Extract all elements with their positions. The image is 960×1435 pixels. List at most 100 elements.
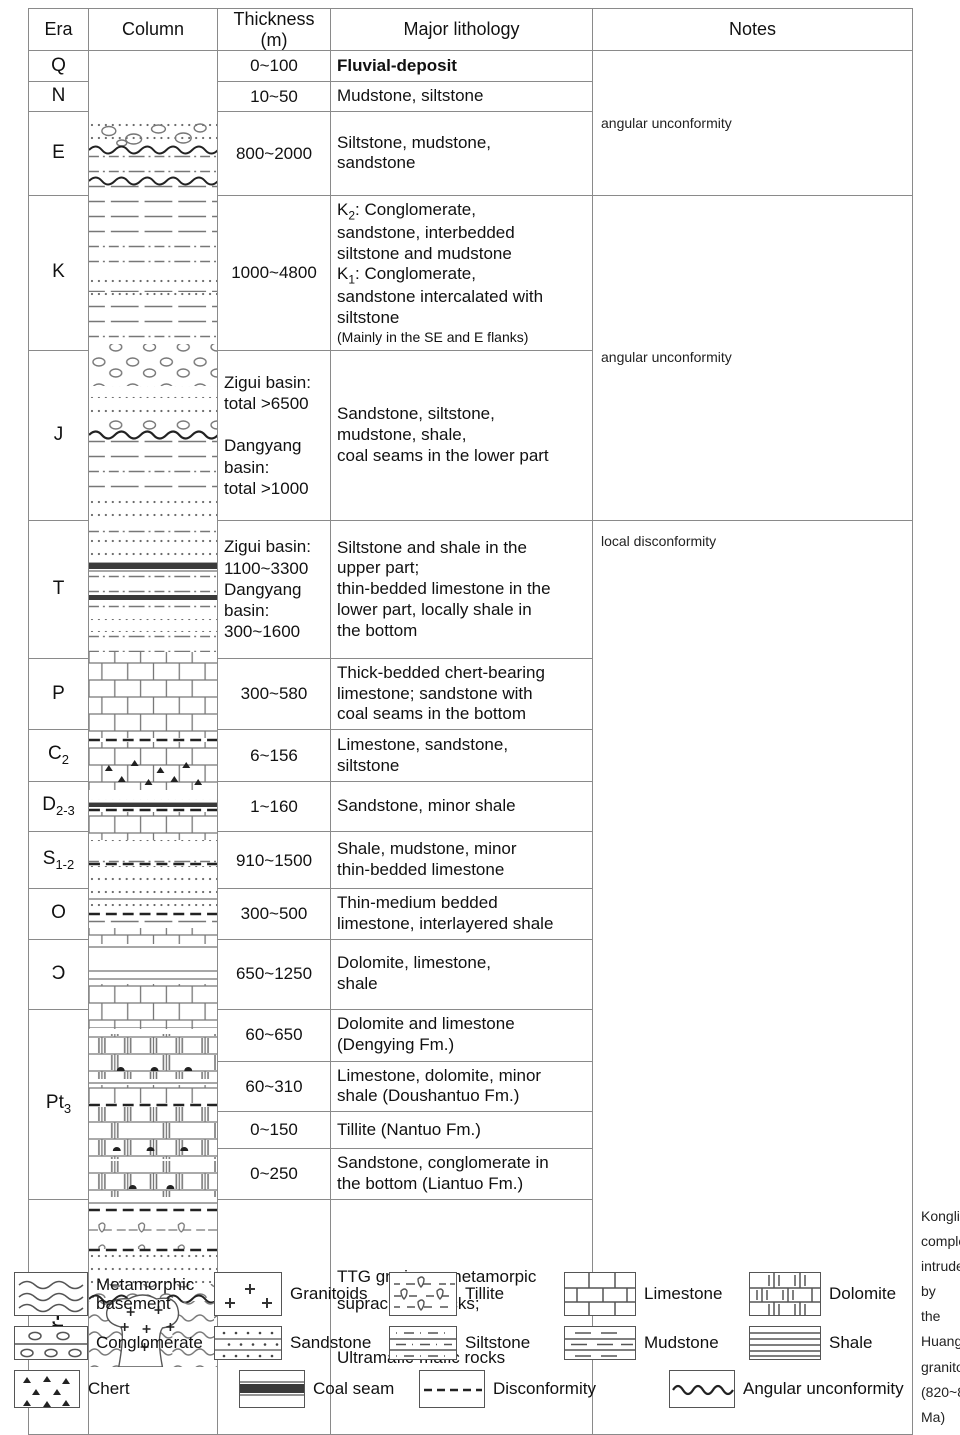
- era-label: O: [51, 902, 66, 924]
- table-row-pt3-liantuo: 0~250 Sandstone, conglomerate in the bot…: [29, 1148, 913, 1200]
- notes-cell-1: angular unconformity: [592, 50, 913, 196]
- legend-item-coal-seam: Coal seam: [239, 1370, 419, 1408]
- thickness-line-3: Dangyang: [224, 579, 302, 599]
- table-row-pt3-dengying: Pt3 60~650 Dolomite and limestone (Dengy…: [28, 1008, 913, 1200]
- thickness-line-5: total >1000: [224, 478, 309, 498]
- lithology-text: Tillite (Nantuo Fm.): [337, 1119, 481, 1139]
- era-cell-n: N: [28, 80, 89, 112]
- shale-swatch: [749, 1326, 821, 1360]
- legend-item-siltstone: Siltstone: [389, 1326, 564, 1360]
- note-text: local disconformity: [601, 532, 717, 549]
- legend-item-dolomite: Dolomite: [749, 1272, 896, 1316]
- thickness-value: 300~580: [240, 684, 308, 704]
- lithology-cell-pt3-doushantuo: Limestone, dolomite, minor shale (Dousha…: [330, 1060, 593, 1113]
- thickness-cell-p: 300~580: [217, 657, 331, 731]
- lithology-cell-j: Sandstone, siltstone, mudstone, shale, c…: [330, 349, 593, 521]
- table-row-ar-pt1: Ar-Pt1 TTG gneisses,metamorpic supracrus…: [28, 1198, 960, 1435]
- era-cell-cambrian: Ɔ: [28, 938, 89, 1010]
- angular-unconformity-swatch: [669, 1370, 735, 1408]
- limestone-swatch: [564, 1272, 636, 1316]
- legend-item-mudstone: Mudstone: [564, 1326, 749, 1360]
- lithology-cell-n: Mudstone, siltstone: [330, 80, 593, 112]
- era-label: T: [52, 577, 65, 599]
- lithology-cell-c2: Limestone, sandstone, siltstone: [330, 729, 593, 783]
- thickness-value: 0~150: [250, 1120, 298, 1140]
- thickness-value: 300~500: [240, 904, 308, 924]
- thickness-line-5: 300~1600: [224, 622, 301, 642]
- era-label: Q: [51, 54, 66, 76]
- lithology-text: Thin-medium bedded limestone, interlayer…: [337, 893, 554, 933]
- era-label: P: [52, 682, 65, 704]
- notes-cell-2: angular unconformity: [592, 194, 913, 521]
- lithology-text: Sandstone, conglomerate in the bottom (L…: [337, 1153, 549, 1193]
- era-label: Ɔ: [51, 962, 66, 984]
- table-row-j: J Zigui basin: total >6500 Dangyang basi…: [28, 349, 913, 521]
- thickness-line-1: Zigui basin:: [224, 537, 311, 557]
- legend: Metamorphic basement Granitoids: [14, 1272, 948, 1418]
- lithology-cell-t: Siltstone and shale in the upper part; t…: [330, 519, 593, 659]
- thickness-cell-e: 800~2000: [217, 110, 331, 196]
- conglomerate-swatch: [14, 1326, 88, 1360]
- lithology-cell-e: Siltstone, mudstone, sandstone: [330, 110, 593, 196]
- thickness-value: 0~250: [250, 1164, 298, 1184]
- dolomite-swatch: [749, 1272, 821, 1316]
- thickness-value: 0~100: [250, 56, 298, 76]
- era-label: D2-3: [42, 794, 75, 818]
- thickness-cell-j: Zigui basin: total >6500 Dangyang basin:…: [217, 349, 331, 521]
- lithology-text: Sandstone, siltstone, mudstone, shale, c…: [337, 404, 549, 465]
- lithology-line-5: sandstone intercalated with: [337, 287, 544, 307]
- table-row-k: K 1000~4800 K2: Conglomerate, sandstone,…: [28, 194, 913, 521]
- legend-item-chert: Chert: [14, 1370, 239, 1408]
- legend-item-shale: Shale: [749, 1326, 872, 1360]
- legend-label: Coal seam: [313, 1379, 395, 1399]
- lithology-cell-k: K2: Conglomerate, sandstone, interbedded…: [330, 194, 593, 351]
- legend-item-limestone: Limestone: [564, 1272, 749, 1316]
- era-cell-o: O: [28, 888, 89, 940]
- legend-label: Chert: [88, 1379, 130, 1399]
- thickness-line-1: Zigui basin:: [224, 372, 311, 392]
- lithology-line-3: siltstone and mudstone: [337, 243, 512, 263]
- lithology-line-4: K1: Conglomerate,: [337, 264, 476, 287]
- lithology-text: Limestone, dolomite, minor shale (Dousha…: [337, 1065, 542, 1106]
- lithology-text: Siltstone, mudstone, sandstone: [337, 132, 492, 173]
- legend-row-1: Metamorphic basement Granitoids: [14, 1272, 948, 1316]
- legend-label: Metamorphic basement: [96, 1274, 195, 1313]
- era-label: K: [52, 261, 65, 283]
- lithology-text: Fluvial-deposit: [337, 55, 457, 75]
- siltstone-swatch: [389, 1326, 457, 1360]
- thickness-line-2: 1100~3300: [224, 558, 309, 578]
- legend-label: Shale: [829, 1333, 873, 1353]
- lithology-text: Mudstone, siltstone: [337, 85, 484, 105]
- thickness-value: 800~2000: [235, 143, 313, 163]
- table-row-c2: C2 6~156 Limestone, sandstone, siltstone: [28, 729, 913, 783]
- legend-item-disconformity: Disconformity: [419, 1370, 669, 1408]
- lithology-text: Sandstone, minor shale: [337, 796, 516, 816]
- thickness-value: 1000~4800: [231, 263, 317, 283]
- thickness-cell-s12: 910~1500: [217, 831, 331, 890]
- lithology-cell-o: Thin-medium bedded limestone, interlayer…: [330, 888, 593, 940]
- disconformity-swatch: [419, 1370, 485, 1408]
- header-lithology: Major lithology: [330, 7, 593, 52]
- stratigraphic-column-table: Era Column Thickness (m) Major lithology…: [28, 7, 960, 1435]
- table-body: Q: [28, 50, 960, 1435]
- thickness-value: 1~160: [250, 797, 298, 816]
- legend-label: Tillite: [465, 1284, 505, 1304]
- era-label: N: [51, 84, 66, 106]
- legend-label: Sandstone: [290, 1333, 372, 1353]
- header-thickness-line1: Thickness: [233, 9, 315, 29]
- thickness-line-4: basin:: [224, 601, 270, 621]
- table-row-e: E 800~2000 Siltstone, mudstone, sandston…: [28, 110, 913, 196]
- thickness-lines: Zigui basin: total >6500 Dangyang basin:…: [218, 368, 330, 504]
- legend-item-tillite: Tillite: [389, 1272, 564, 1316]
- thickness-lines: Zigui basin: 1100~3300 Dangyang basin: 3…: [218, 532, 330, 646]
- thickness-cell-d23: 1~160: [217, 781, 331, 833]
- era-label: E: [52, 141, 65, 163]
- lithology-cell-p: Thick-bedded chert-bearing limestone; sa…: [330, 657, 593, 731]
- thickness-value: 650~1250: [235, 964, 313, 984]
- thickness-cell-k: 1000~4800: [217, 194, 331, 351]
- era-cell-q: Q: [28, 50, 89, 82]
- thickness-cell-t: Zigui basin: 1100~3300 Dangyang basin: 3…: [217, 519, 331, 659]
- table-row-q: Q: [28, 50, 913, 1435]
- legend-label: Angular unconformity: [743, 1379, 904, 1399]
- thickness-cell-n: 10~50: [217, 80, 331, 112]
